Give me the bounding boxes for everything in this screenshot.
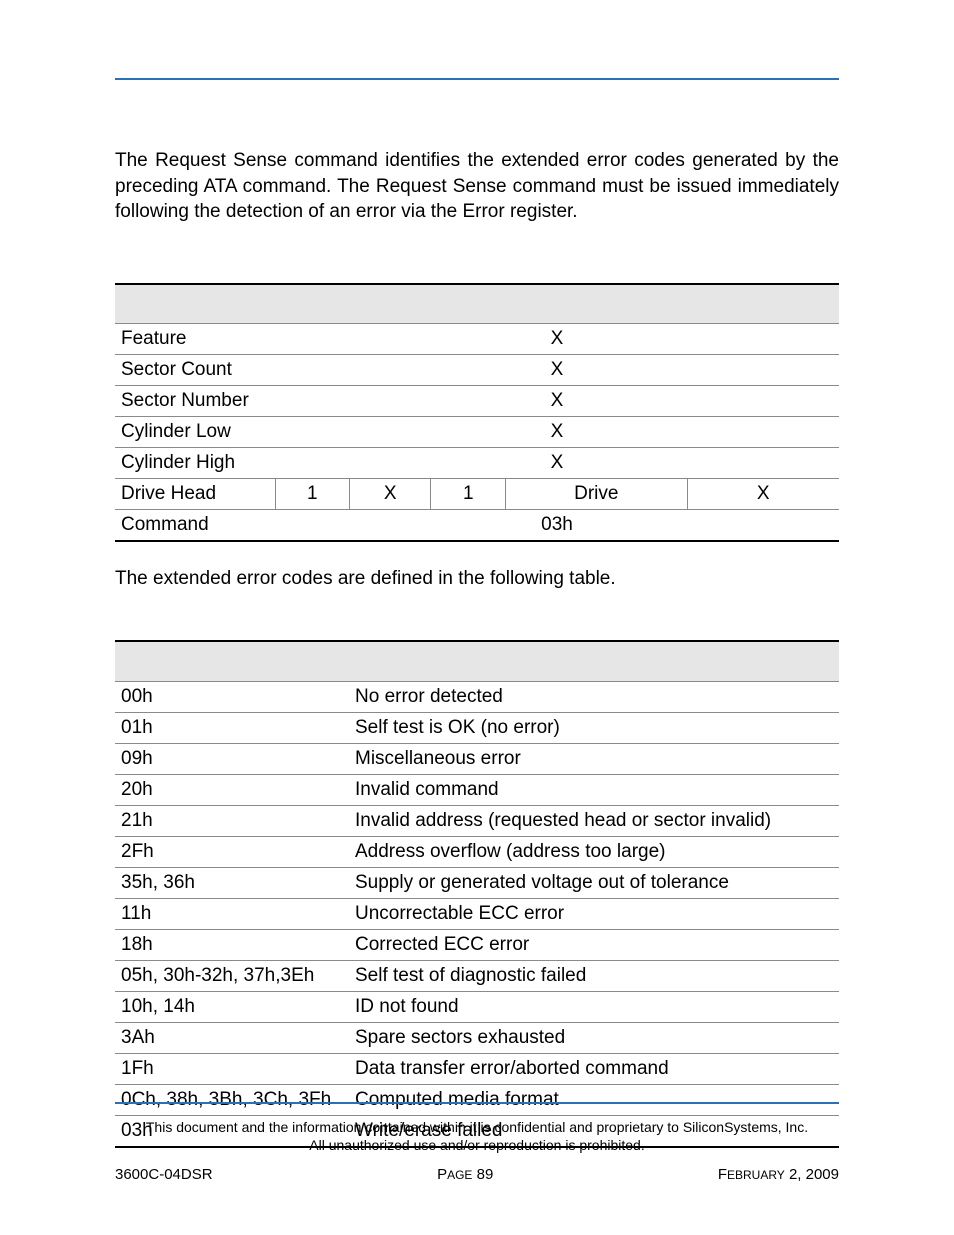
error-desc: Address overflow (address too large) (349, 836, 839, 867)
table-row: 3AhSpare sectors exhausted (115, 1022, 839, 1053)
cell: X (275, 355, 839, 386)
row-label: Command (115, 510, 275, 542)
cell: X (275, 386, 839, 417)
conf-line-2: All unauthorized use and/or reproduction… (309, 1137, 644, 1153)
page: The Request Sense command identifies the… (0, 0, 954, 1235)
cell: X (350, 479, 431, 510)
table-row: 00hNo error detected (115, 681, 839, 712)
error-code: 18h (115, 929, 349, 960)
register-table: FeatureXSector CountXSector NumberXCylin… (115, 283, 839, 543)
error-code: 35h, 36h (115, 867, 349, 898)
table-row: 09hMiscellaneous error (115, 743, 839, 774)
error-code: 01h (115, 712, 349, 743)
error-code: 3Ah (115, 1022, 349, 1053)
row-label: Cylinder Low (115, 417, 275, 448)
table-row: 1FhData transfer error/aborted command (115, 1053, 839, 1084)
row-label: Drive Head (115, 479, 275, 510)
table-row: 21hInvalid address (requested head or se… (115, 805, 839, 836)
table-row: 18hCorrected ECC error (115, 929, 839, 960)
error-desc: Uncorrectable ECC error (349, 898, 839, 929)
error-desc: Self test of diagnostic failed (349, 960, 839, 991)
error-desc: Self test is OK (no error) (349, 712, 839, 743)
error-code: 11h (115, 898, 349, 929)
cell: X (687, 479, 839, 510)
error-code: 2Fh (115, 836, 349, 867)
drive-head-row: Drive Head 1 X 1 Drive X (115, 479, 839, 510)
top-rule (115, 78, 839, 80)
cell: Drive (506, 479, 688, 510)
table-row: 10h, 14hID not found (115, 991, 839, 1022)
error-code: 20h (115, 774, 349, 805)
table-row: Sector CountX (115, 355, 839, 386)
table-header-row (115, 284, 839, 324)
error-desc: No error detected (349, 681, 839, 712)
error-desc: Invalid address (requested head or secto… (349, 805, 839, 836)
intro-paragraph: The Request Sense command identifies the… (115, 148, 839, 225)
table-row: Sector NumberX (115, 386, 839, 417)
error-code: 00h (115, 681, 349, 712)
command-row: Command 03h (115, 510, 839, 542)
error-desc: Invalid command (349, 774, 839, 805)
bottom-rule (115, 1102, 839, 1104)
table-row: 2FhAddress overflow (address too large) (115, 836, 839, 867)
error-desc: ID not found (349, 991, 839, 1022)
cell: X (275, 448, 839, 479)
error-desc: Supply or generated voltage out of toler… (349, 867, 839, 898)
row-label: Sector Number (115, 386, 275, 417)
table-row: 35h, 36hSupply or generated voltage out … (115, 867, 839, 898)
table-row: FeatureX (115, 324, 839, 355)
footer-right: FEBRUARY 2, 2009 (718, 1166, 839, 1183)
error-desc: Data transfer error/aborted command (349, 1053, 839, 1084)
cell: 1 (275, 479, 350, 510)
error-code: 1Fh (115, 1053, 349, 1084)
row-label: Sector Count (115, 355, 275, 386)
cell: X (275, 417, 839, 448)
table-row: Cylinder LowX (115, 417, 839, 448)
table-row: 05h, 30h-32h, 37h,3EhSelf test of diagno… (115, 960, 839, 991)
table-row: 20hInvalid command (115, 774, 839, 805)
row-label: Cylinder High (115, 448, 275, 479)
footer-left: 3600C-04DSR (115, 1166, 213, 1183)
cell: X (275, 324, 839, 355)
error-desc: Corrected ECC error (349, 929, 839, 960)
error-code: 05h, 30h-32h, 37h,3Eh (115, 960, 349, 991)
mid-paragraph: The extended error codes are defined in … (115, 566, 839, 592)
error-code: 09h (115, 743, 349, 774)
row-label: Feature (115, 324, 275, 355)
confidential-notice: This document and the information contai… (115, 1118, 839, 1154)
table-row: 11hUncorrectable ECC error (115, 898, 839, 929)
footer: This document and the information contai… (115, 1102, 839, 1183)
table-row: Cylinder HighX (115, 448, 839, 479)
error-codes-table: 00hNo error detected01hSelf test is OK (… (115, 640, 839, 1148)
cell: 1 (431, 479, 506, 510)
footer-bar: 3600C-04DSR PAGE 89 FEBRUARY 2, 2009 (115, 1166, 839, 1183)
footer-center: PAGE 89 (437, 1166, 493, 1183)
conf-line-1: This document and the information contai… (146, 1119, 808, 1135)
table-header-row (115, 641, 839, 681)
error-desc: Spare sectors exhausted (349, 1022, 839, 1053)
error-desc: Miscellaneous error (349, 743, 839, 774)
error-code: 21h (115, 805, 349, 836)
cell: 03h (275, 510, 839, 542)
error-code: 10h, 14h (115, 991, 349, 1022)
table-row: 01hSelf test is OK (no error) (115, 712, 839, 743)
